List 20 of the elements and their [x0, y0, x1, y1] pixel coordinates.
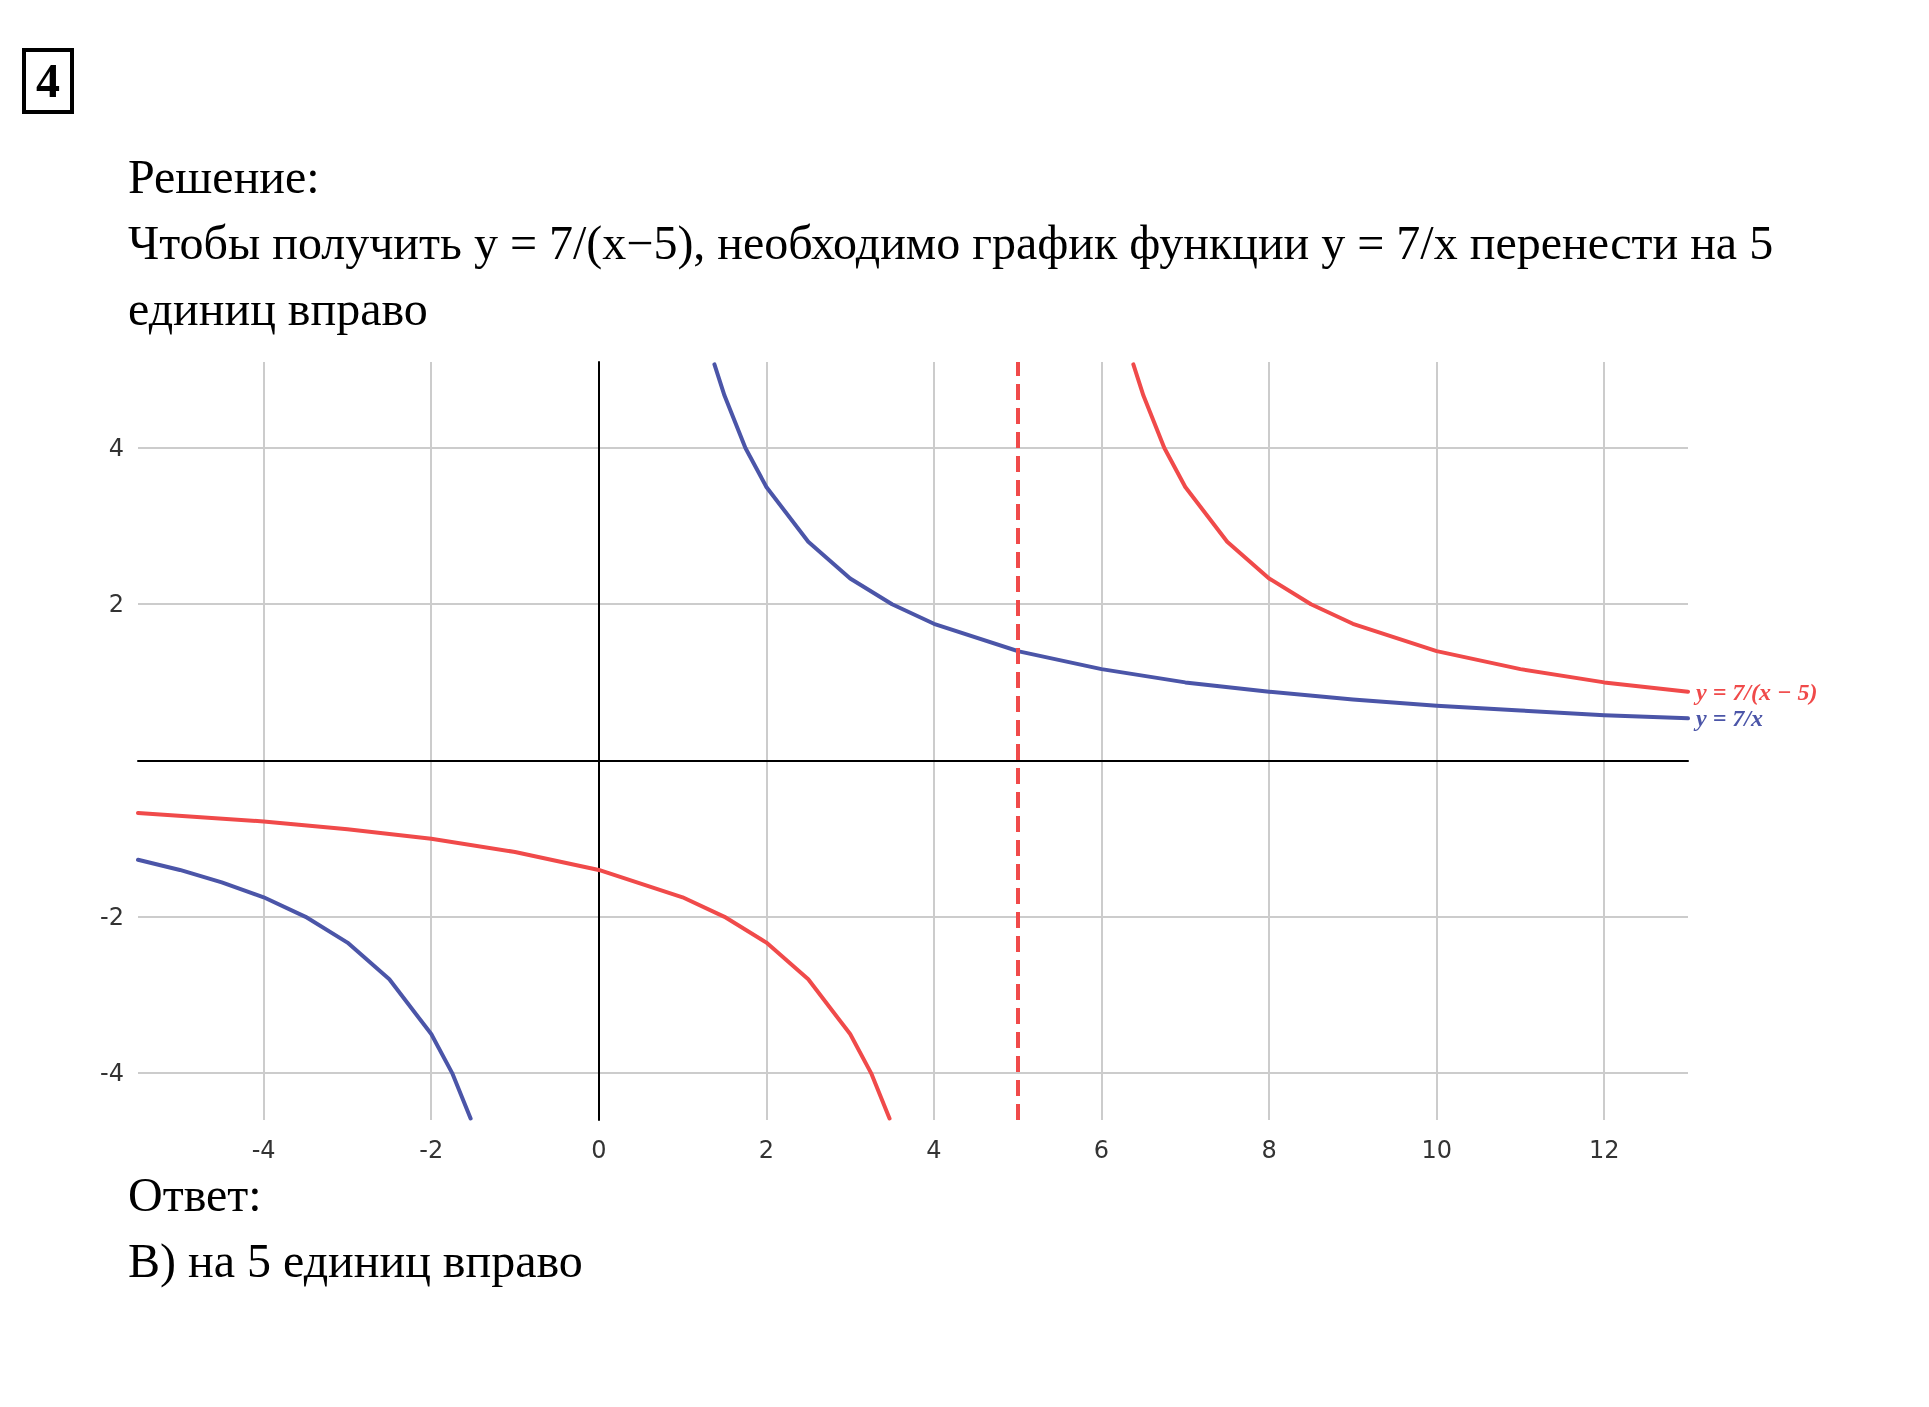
text: В) на 5 единиц вправо	[128, 1233, 584, 1290]
series-label: y = 7/(x − 5)	[1693, 678, 1818, 705]
y-tick-label: 2	[108, 590, 124, 619]
x-tick-label: 2	[758, 1136, 775, 1164]
series-label: y = 7/x	[1693, 705, 1763, 732]
text: Чтобы получить y = 7/(x−5), необходимо график функции y = 7/x перенести на 5 единиц вправо	[128, 215, 1775, 337]
x-tick-label: -4	[251, 1136, 276, 1164]
x-tick-label: 8	[1261, 1136, 1277, 1164]
y-tick-label: -2	[100, 902, 124, 931]
y-tick-label: -4	[100, 1059, 124, 1088]
chart-title: 4	[22, 48, 74, 114]
x-tick-label: 6	[1093, 1136, 1110, 1164]
chart-subtitle: Решение:	[128, 149, 321, 205]
x-tick-label: 12	[1588, 1136, 1620, 1164]
text: Ответ:	[128, 1168, 262, 1221]
y-tick-label: 4	[108, 433, 124, 462]
x-tick-label: 4	[926, 1136, 942, 1164]
x-tick-label: 10	[1421, 1136, 1452, 1164]
x-tick-label: 0	[591, 1136, 607, 1164]
x-tick-label: -2	[419, 1136, 444, 1164]
